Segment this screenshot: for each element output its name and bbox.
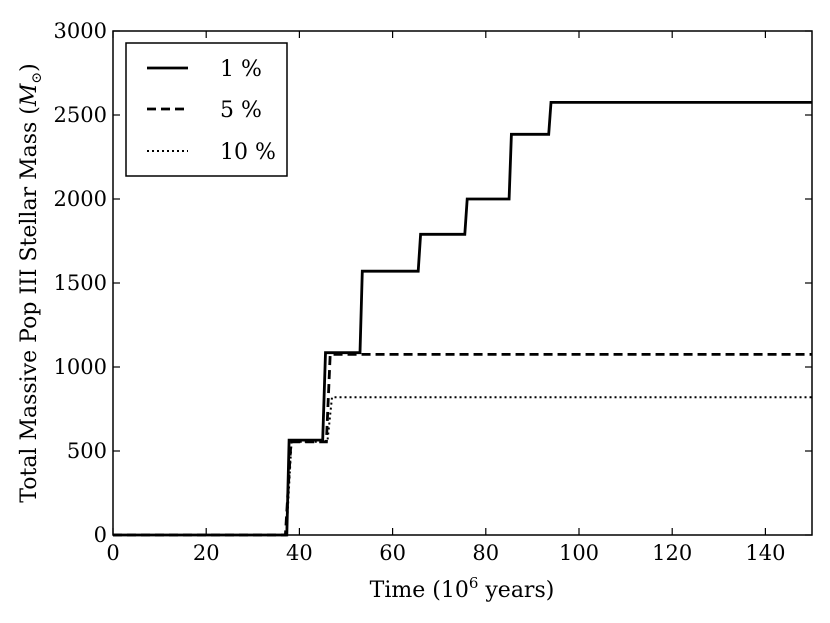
x-axis-label: Time (106 years) <box>370 574 555 603</box>
legend: 1 % 5 % 10 % <box>125 42 288 177</box>
series-line-2 <box>113 352 812 537</box>
plot-area <box>112 30 813 537</box>
y-tick-labels: 0 500 1000 1500 2000 2500 3000 <box>54 19 107 547</box>
y-tick-label: 2500 <box>54 103 107 127</box>
series-line-3 <box>113 396 812 536</box>
x-tick-label: 40 <box>286 541 313 565</box>
x-tick-label: 100 <box>559 541 599 565</box>
legend-label-2: 5 % <box>220 98 262 123</box>
x-tick-labels: 0 20 40 60 80 100 120 140 <box>106 541 785 565</box>
y-tick-label: 0 <box>94 523 107 547</box>
y-axis-label: Total Massive Pop III Stellar Mass (M⊙) <box>17 63 45 502</box>
legend-label-3: 10 % <box>220 140 276 165</box>
y-tick-label: 1500 <box>54 271 107 295</box>
ticks-layer <box>112 30 812 536</box>
y-tick-label: 2000 <box>54 187 107 211</box>
x-tick-label: 140 <box>745 541 785 565</box>
y-tick-label: 1000 <box>54 355 107 379</box>
x-tick-label: 80 <box>472 541 499 565</box>
y-tick-label: 500 <box>67 439 107 463</box>
legend-label-1: 1 % <box>220 57 262 82</box>
x-tick-label: 0 <box>106 541 119 565</box>
series-line-1 <box>113 101 812 537</box>
y-tick-label: 3000 <box>54 19 107 43</box>
x-tick-label: 60 <box>379 541 406 565</box>
x-tick-label: 20 <box>193 541 220 565</box>
x-tick-label: 120 <box>652 541 692 565</box>
